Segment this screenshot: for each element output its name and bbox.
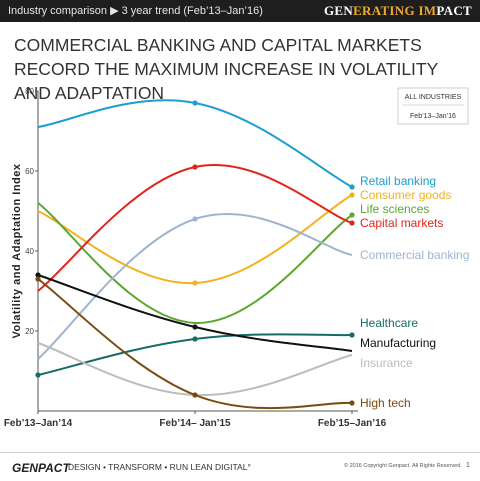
top-bar: Industry comparison ▶ 3 year trend (Feb’…	[0, 0, 480, 22]
y-tick-label: 60	[25, 167, 34, 176]
series-point-6-0	[35, 272, 41, 278]
legend-box-subtitle: Feb’13–Jan’16	[410, 113, 456, 120]
tagline: DESIGN • TRANSFORM • RUN LEAN DIGITAL°	[68, 462, 251, 472]
series-point-5-1	[192, 336, 198, 342]
series-point-1-2	[349, 192, 355, 198]
series-line-7	[37, 342, 353, 397]
series-point-5-0	[35, 372, 41, 378]
series-point-8-1	[192, 392, 198, 398]
series-point-8-2	[349, 400, 355, 406]
genpact-logo: GENPACT	[12, 461, 70, 475]
x-tick-label: Feb’15–Jan’16	[318, 418, 387, 429]
series-point-0-1	[192, 100, 198, 106]
page-number: 1	[466, 462, 470, 469]
series-label-4: Commercial banking	[360, 248, 469, 262]
series-label-0: Retail banking	[360, 174, 436, 188]
series-line-1	[37, 194, 353, 285]
series-label-8: High tech	[360, 396, 411, 410]
slide-title: COMMERCIAL BANKING AND CAPITAL MARKETS R…	[14, 35, 438, 103]
brand-logo: GENERATING IMPACT	[324, 3, 472, 18]
breadcrumb: Industry comparison ▶ 3 year trend (Feb’…	[8, 5, 263, 17]
series-line-3	[37, 164, 353, 292]
legend-box-title: ALL INDUSTRIES	[405, 94, 462, 101]
series-label-1: Consumer goods	[360, 188, 451, 202]
legend-box	[397, 87, 469, 125]
series-label-5: Healthcare	[360, 316, 418, 330]
series-label-2: Life sciences	[360, 202, 429, 216]
series-label-6: Manufacturing	[360, 336, 436, 350]
series-point-3-1	[192, 164, 198, 170]
series-point-6-1	[192, 324, 198, 330]
y-tick-label: 40	[25, 247, 34, 256]
series-label-3: Capital markets	[360, 216, 443, 230]
x-tick-label: Feb’13–Jan’14	[4, 418, 73, 429]
series-point-2-2	[349, 212, 355, 218]
y-tick-label: 20	[25, 327, 34, 336]
footer: GENPACT DESIGN • TRANSFORM • RUN LEAN DI…	[0, 452, 480, 481]
series-point-1-1	[192, 280, 198, 286]
x-tick-label: Feb’14– Jan’15	[159, 418, 231, 429]
series-point-4-1	[192, 216, 198, 222]
series-line-2	[37, 202, 353, 325]
series-point-3-2	[349, 220, 355, 226]
copyright: © 2016 Copyright Genpact. All Rights Res…	[344, 463, 462, 469]
series-point-0-2	[349, 184, 355, 190]
series-point-8-0	[35, 276, 41, 282]
series-line-8	[37, 278, 353, 410]
series-line-0	[37, 99, 353, 188]
y-tick-label: 80	[25, 87, 34, 96]
y-axis-label: Volatility and Adaptation Index	[11, 163, 23, 338]
series-label-7: Insurance	[360, 356, 413, 370]
series-point-5-2	[349, 332, 355, 338]
